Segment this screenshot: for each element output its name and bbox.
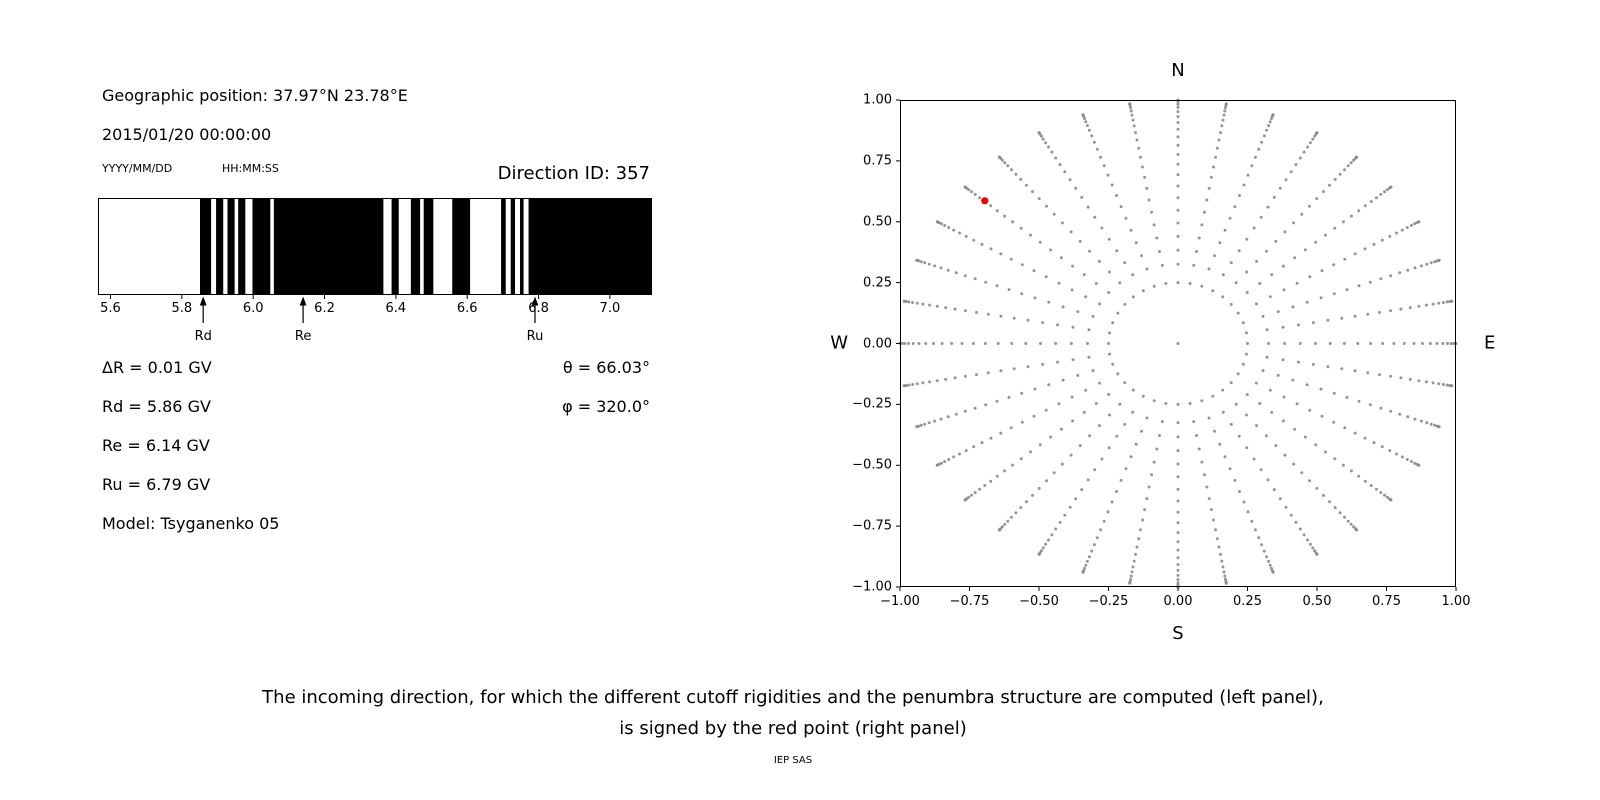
compass-south-label: S bbox=[1172, 623, 1184, 644]
direction-id-text: Direction ID: 357 bbox=[497, 163, 650, 184]
geo-position-text: Geographic position: 37.97°N 23.78°E bbox=[102, 86, 408, 105]
penumbra-barcode-svg bbox=[98, 198, 652, 323]
red-direction-point bbox=[981, 197, 989, 205]
compass-west-label: W bbox=[830, 332, 848, 354]
cutoff-marker-label: Rd bbox=[194, 329, 212, 344]
direction-y-tick-label: −1.00 bbox=[852, 579, 892, 595]
datetime-text: 2015/01/20 00:00:00 bbox=[102, 125, 272, 144]
direction-x-tick-label: −0.25 bbox=[1088, 594, 1129, 609]
credit-text: IEP SAS bbox=[773, 755, 813, 766]
penumbra-x-tick-label: 5.8 bbox=[171, 301, 193, 316]
direction-x-tick-label: −0.75 bbox=[949, 594, 990, 609]
re-value: Re = 6.14 GV bbox=[102, 436, 210, 455]
compass-east-label: E bbox=[1484, 332, 1496, 354]
direction-y-tick-label: −0.25 bbox=[852, 396, 892, 412]
direction-plot: N S W E −1.00 −0.75 −0.50 −0.25 0.00 0.25 0.50… bbox=[830, 60, 1495, 644]
penumbra-x-tick-label: 6.0 bbox=[242, 301, 264, 316]
penumbra-x-tick-label: 6.8 bbox=[528, 301, 549, 316]
time-format-label: HH:MM:SS bbox=[222, 162, 279, 175]
direction-x-tick-label: 0.25 bbox=[1233, 594, 1262, 609]
penumbra-x-tick-label: 6.6 bbox=[456, 301, 478, 316]
compass-north-label: N bbox=[1171, 60, 1185, 81]
direction-y-tick-label: −0.75 bbox=[852, 518, 892, 534]
direction-y-tick-label: 0.50 bbox=[863, 214, 892, 230]
phi-value: φ = 320.0° bbox=[562, 397, 650, 416]
direction-x-tick-label: 0.50 bbox=[1302, 594, 1332, 609]
direction-x-tick-label: −0.50 bbox=[1019, 594, 1059, 609]
cutoff-marker-label: Ru bbox=[526, 329, 544, 344]
penumbra-x-tick-label: 7.0 bbox=[599, 301, 621, 316]
penumbra-axis-labels: 5.6 5.8 6.0 6.2 6.4 6.6 6.8 7.0 Rd Re Ru bbox=[98, 198, 652, 344]
direction-y-tick-label: 0.75 bbox=[863, 153, 892, 169]
cutoff-marker-label: Re bbox=[294, 329, 312, 344]
model-label: Model: Tsyganenko 05 bbox=[102, 514, 280, 533]
ru-value: Ru = 6.79 GV bbox=[102, 475, 211, 494]
direction-y-tick-label: 0.25 bbox=[863, 275, 892, 291]
date-format-label: YYYY/MM/DD bbox=[102, 162, 173, 175]
direction-x-tick-label: 1.00 bbox=[1441, 594, 1471, 609]
theta-value: θ = 66.03° bbox=[562, 358, 650, 377]
rd-value: Rd = 5.86 GV bbox=[102, 397, 211, 416]
penumbra-x-tick-label: 6.2 bbox=[314, 301, 335, 316]
direction-x-tick-label: −1.00 bbox=[880, 594, 920, 609]
penumbra-plot: 5.6 5.8 6.0 6.2 6.4 6.6 6.8 7.0 Rd Re Ru bbox=[98, 198, 652, 344]
direction-axis-labels: −1.00 −0.75 −0.50 −0.25 0.00 0.25 0.50 0.75 1.00… bbox=[852, 93, 1470, 610]
direction-y-tick-label: −0.50 bbox=[852, 457, 892, 473]
direction-x-tick-label: 0.75 bbox=[1372, 594, 1401, 609]
direction-y-tick-label: 0.00 bbox=[863, 336, 892, 351]
penumbra-x-tick-label: 5.6 bbox=[100, 301, 121, 316]
direction-y-tick-label: 1.00 bbox=[863, 92, 892, 108]
caption-line-1: The incoming direction, for which the di… bbox=[262, 687, 1324, 708]
direction-scatter-svg bbox=[896, 98, 1458, 591]
direction-x-tick-label: 0.00 bbox=[1163, 594, 1193, 609]
penumbra-x-tick-label: 6.4 bbox=[385, 301, 407, 316]
delta-r-value: ΔR = 0.01 GV bbox=[102, 358, 212, 377]
caption-line-2: is signed by the red point (right panel) bbox=[619, 718, 967, 739]
